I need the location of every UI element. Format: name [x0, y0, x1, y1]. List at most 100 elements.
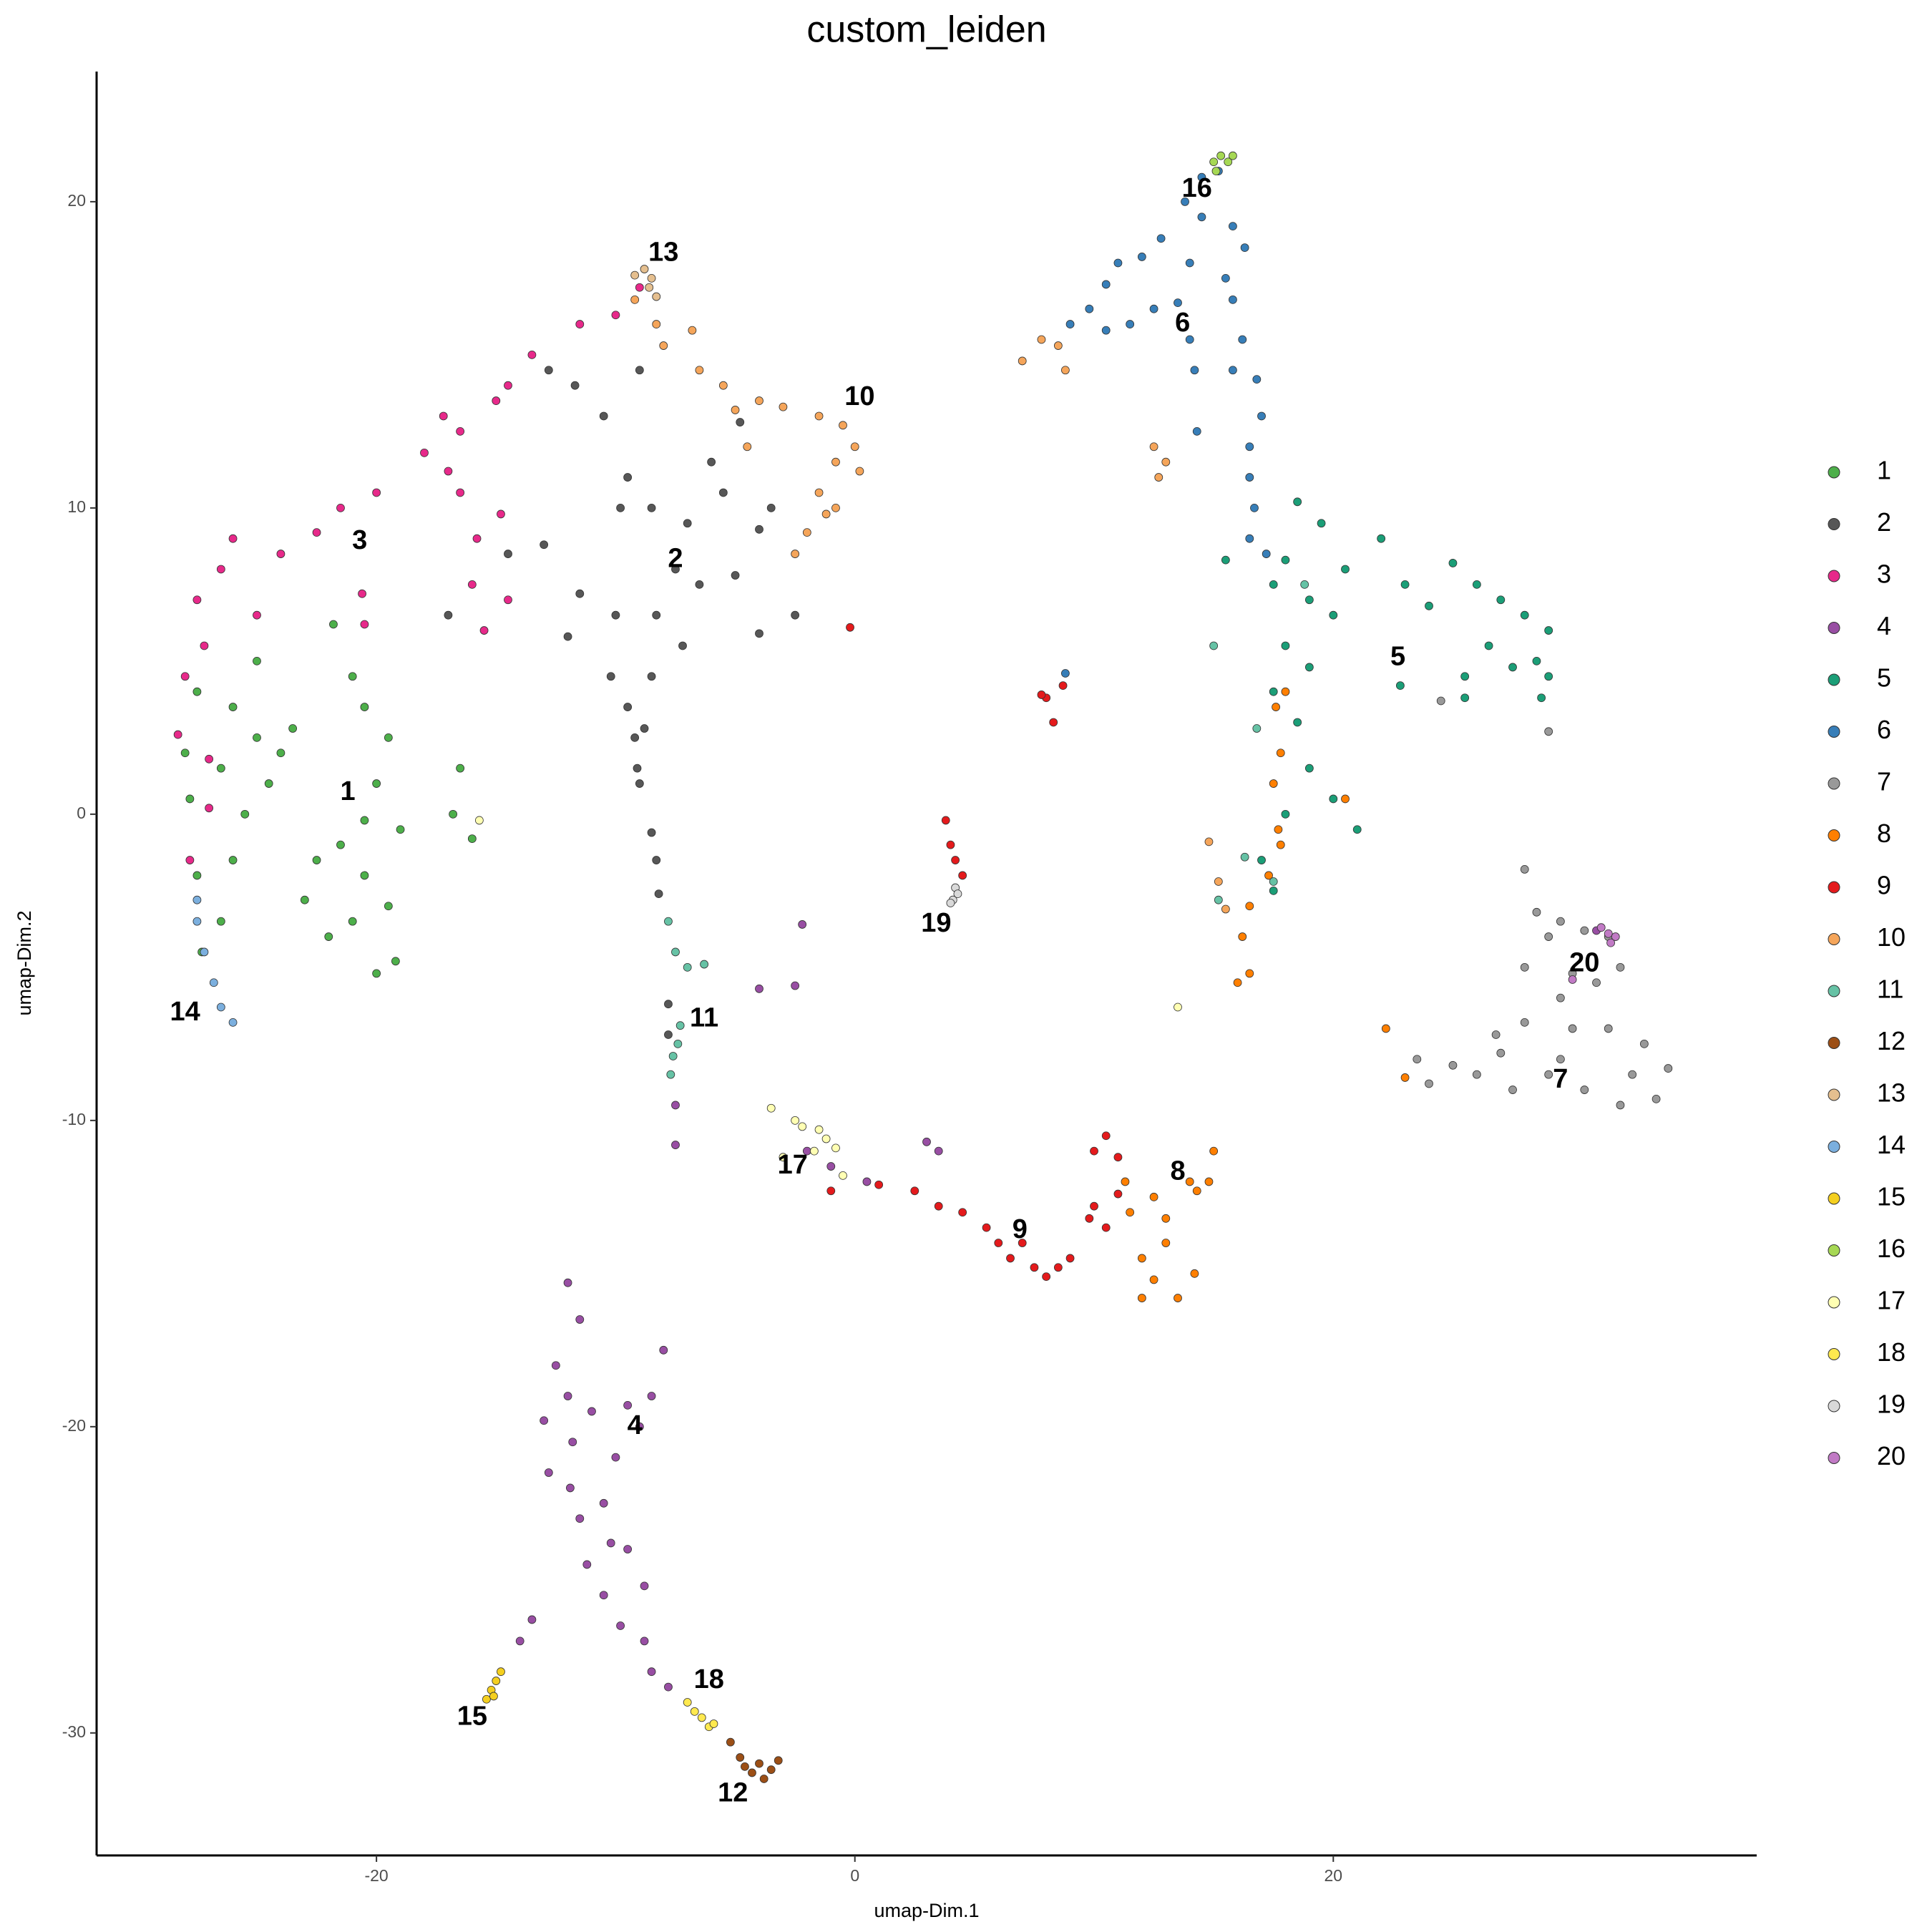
point: [741, 1762, 749, 1771]
point: [635, 283, 644, 292]
point: [1544, 1070, 1553, 1079]
point: [551, 1361, 560, 1370]
point: [1101, 1131, 1111, 1141]
point: [647, 828, 656, 837]
point: [1090, 1146, 1098, 1156]
point: [180, 672, 190, 681]
point: [336, 840, 345, 849]
point: [1484, 641, 1493, 650]
point: [635, 1422, 644, 1431]
point: [1252, 375, 1262, 384]
point: [1113, 1189, 1123, 1199]
point: [611, 311, 620, 320]
point: [504, 595, 512, 605]
y-axis-title: umap-Dim.2: [14, 910, 35, 1015]
point: [205, 804, 214, 813]
point: [391, 957, 400, 966]
point: [1257, 411, 1266, 421]
point: [216, 763, 225, 773]
point: [1065, 1254, 1075, 1263]
point: [1448, 1060, 1458, 1070]
point: [1293, 718, 1302, 727]
point: [1532, 907, 1541, 917]
cluster-label: 16: [1182, 173, 1212, 203]
point: [736, 418, 745, 426]
point: [647, 1667, 656, 1677]
point: [1400, 580, 1410, 589]
point: [563, 632, 572, 641]
point: [850, 442, 859, 452]
point: [766, 1765, 776, 1775]
point: [683, 962, 692, 972]
point: [1228, 222, 1237, 231]
point: [474, 816, 484, 825]
point: [616, 1621, 625, 1630]
point: [1161, 1214, 1171, 1223]
point: [312, 528, 321, 537]
point: [652, 320, 661, 328]
cluster-label: 3: [352, 525, 367, 555]
point: [718, 381, 728, 390]
legend-marker: [1828, 1037, 1840, 1049]
point: [544, 1468, 553, 1477]
point: [1352, 825, 1362, 834]
point: [1580, 1085, 1589, 1094]
point: [664, 1000, 673, 1009]
point: [652, 856, 661, 864]
point: [673, 1039, 683, 1048]
point: [814, 488, 824, 497]
legend-marker: [1828, 518, 1840, 530]
point: [192, 595, 202, 605]
point: [570, 381, 580, 390]
point: [1341, 565, 1350, 574]
point: [228, 1018, 238, 1027]
point: [1377, 534, 1386, 543]
legend-marker: [1828, 881, 1840, 894]
point: [647, 672, 656, 681]
point: [253, 610, 261, 620]
legend-label: 3: [1877, 560, 1891, 589]
point: [1018, 1239, 1027, 1247]
point: [874, 1180, 884, 1189]
point: [1053, 1263, 1063, 1272]
y-tick-label: 0: [77, 804, 86, 822]
point: [1252, 724, 1262, 733]
legend-label: 8: [1877, 819, 1891, 848]
point: [599, 411, 608, 421]
point: [1281, 641, 1290, 650]
x-axis-title: umap-Dim.1: [874, 1900, 979, 1921]
legend-label: 18: [1877, 1337, 1906, 1367]
point: [1060, 669, 1070, 678]
point: [731, 406, 740, 414]
point: [635, 366, 644, 375]
point: [640, 265, 649, 273]
point: [192, 895, 202, 904]
point: [489, 1692, 498, 1701]
point: [540, 1416, 549, 1425]
point: [1329, 610, 1338, 620]
point: [1460, 672, 1470, 681]
point: [1257, 856, 1266, 864]
point: [456, 488, 465, 497]
y-tick-label: -30: [62, 1722, 86, 1741]
point: [1436, 696, 1445, 706]
point: [192, 917, 202, 926]
point: [1190, 366, 1199, 375]
point: [814, 411, 824, 421]
legend-marker: [1828, 673, 1840, 686]
point: [1149, 1192, 1158, 1201]
point: [372, 488, 381, 497]
point: [228, 856, 238, 864]
point: [563, 1392, 572, 1400]
point: [492, 396, 501, 405]
point: [779, 402, 788, 411]
point: [1161, 457, 1171, 467]
point: [1245, 969, 1254, 978]
point: [1580, 926, 1589, 935]
point: [1228, 366, 1237, 375]
point: [1281, 555, 1290, 565]
cluster-label: 6: [1175, 308, 1190, 338]
point: [1214, 895, 1223, 904]
point: [630, 733, 640, 742]
point: [1185, 335, 1194, 344]
